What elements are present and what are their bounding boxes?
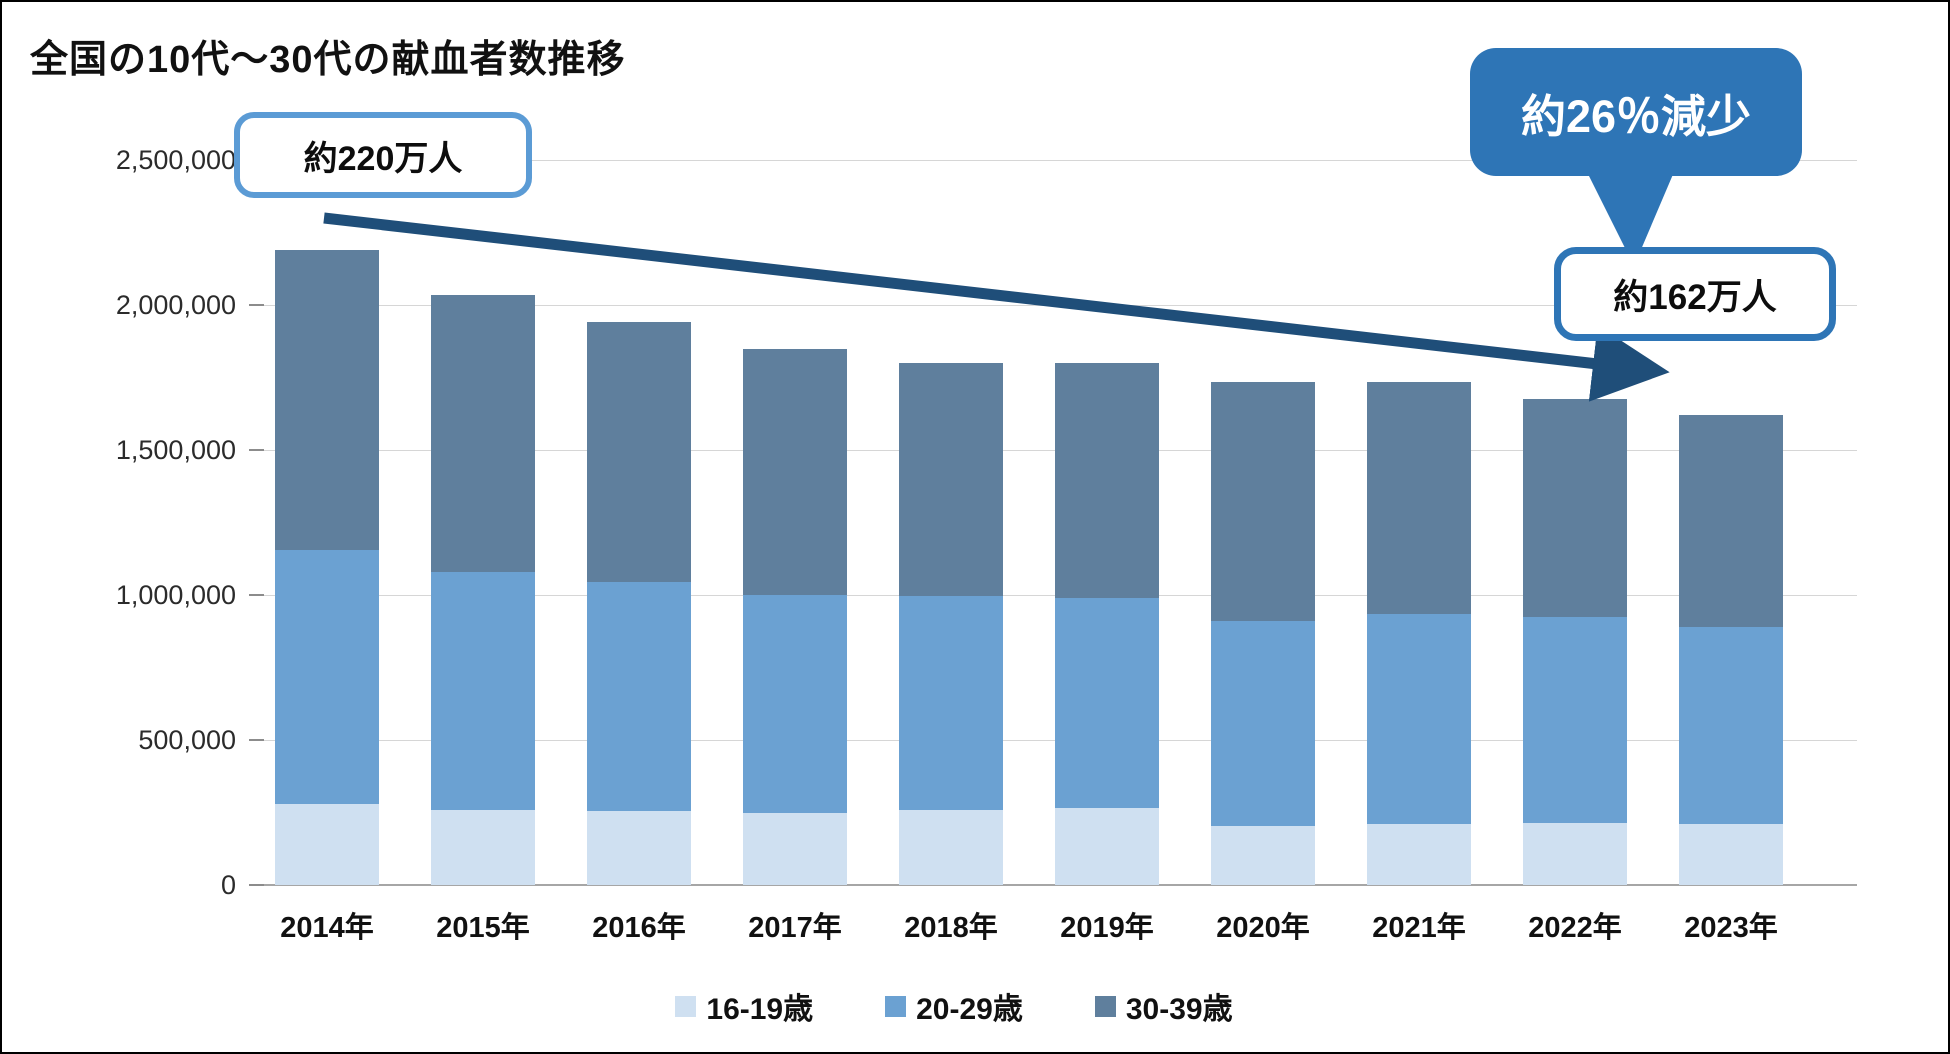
bar-segment-2015年-30-39歳 [431,294,535,572]
bar-segment-2019年-20-29歳 [1055,597,1159,809]
gridline [249,739,1857,741]
x-axis-label: 2023年 [1684,912,1778,944]
y-axis-label: 1,000,000 [115,580,236,610]
gridline [249,159,1857,161]
bar-segment-2021年-30-39歳 [1367,381,1471,614]
x-axis-label: 2019年 [1060,912,1154,944]
bar-segment-2014年-20-29歳 [275,550,379,804]
y-axis-tick [249,304,264,306]
bar-segment-2016年-16-19歳 [587,811,691,885]
bar-segment-2023年-16-19歳 [1679,824,1783,885]
legend-item-20-29歳: 20-29歳 [885,984,1023,1028]
bar-segment-2021年-20-29歳 [1367,613,1471,825]
end-value-label: 約162万人 [1613,277,1777,317]
bar-segment-2018年-20-29歳 [899,596,1003,810]
x-axis-label: 2014年 [280,912,374,944]
start-value-callout: 約220万人 [234,112,532,198]
bar-segment-2014年-30-39歳 [275,249,379,551]
bar-segment-2020年-20-29歳 [1211,621,1315,826]
y-axis-label: 500,000 [138,725,236,755]
legend-item-30-39歳: 30-39歳 [1094,984,1233,1028]
bar-segment-2023年-30-39歳 [1679,415,1783,627]
legend-swatch-icon [675,995,697,1017]
x-axis-label: 2016年 [592,912,686,944]
bar-segment-2019年-30-39歳 [1055,363,1159,598]
gridline [249,449,1857,451]
legend-label: 16-19歳 [706,993,814,1026]
change-callout-bubble: 約26％減少 [1470,48,1802,176]
x-axis-label: 2022年 [1528,912,1622,944]
legend-label: 30-39歳 [1125,993,1233,1026]
y-axis-label: 0 [220,870,236,900]
bar-segment-2015年-20-29歳 [431,571,535,810]
gridline [249,594,1857,596]
bar-segment-2022年-16-19歳 [1523,822,1627,885]
start-value-label: 約220万人 [303,139,463,178]
bar-segment-2017年-20-29歳 [743,595,847,813]
legend-label: 20-29歳 [916,993,1023,1026]
bar-segment-2021年-16-19歳 [1367,824,1471,885]
x-axis-label: 2020年 [1216,912,1310,944]
bar-segment-2017年-16-19歳 [743,812,847,885]
bar-segment-2018年-16-19歳 [899,809,1003,885]
y-axis-tick [249,884,264,886]
y-axis-tick [249,594,264,596]
gridline [249,884,1857,886]
end-value-callout: 約162万人 [1554,247,1836,341]
y-axis-tick [249,449,264,451]
bar-segment-2016年-20-29歳 [587,581,691,812]
y-axis-label: 2,000,000 [115,290,236,320]
bar-segment-2022年-30-39歳 [1523,399,1627,617]
bar-segment-2022年-20-29歳 [1523,616,1627,823]
bar-segment-2016年-30-39歳 [587,322,691,582]
bar-segment-2019年-16-19歳 [1055,808,1159,885]
y-axis-tick [249,739,264,741]
x-axis-label: 2015年 [436,912,530,944]
legend-swatch-icon [1094,995,1116,1017]
bar-segment-2020年-30-39歳 [1211,381,1315,622]
legend-item-16-19歳: 16-19歳 [675,984,813,1028]
bar-segment-2018年-30-39歳 [899,363,1003,597]
chart-title: 全国の10代〜30代の献血者数推移 [30,39,626,81]
change-callout-label: 約26％減少 [1520,90,1752,142]
bar-segment-2014年-16-19歳 [275,803,379,885]
bar-segment-2020年-16-19歳 [1211,825,1315,885]
y-axis-label: 1,500,000 [115,435,236,465]
bar-segment-2017年-30-39歳 [743,348,847,595]
y-axis-label: 2,500,000 [115,145,236,175]
x-axis-label: 2017年 [748,912,842,944]
bar-segment-2023年-20-29歳 [1679,626,1783,825]
x-axis-label: 2018年 [904,912,998,944]
legend-swatch-icon [885,995,907,1017]
x-axis-label: 2021年 [1372,912,1466,944]
chart-legend: 16-19歳 20-29歳 30-39歳 [249,984,1659,1028]
bar-segment-2015年-16-19歳 [431,809,535,885]
